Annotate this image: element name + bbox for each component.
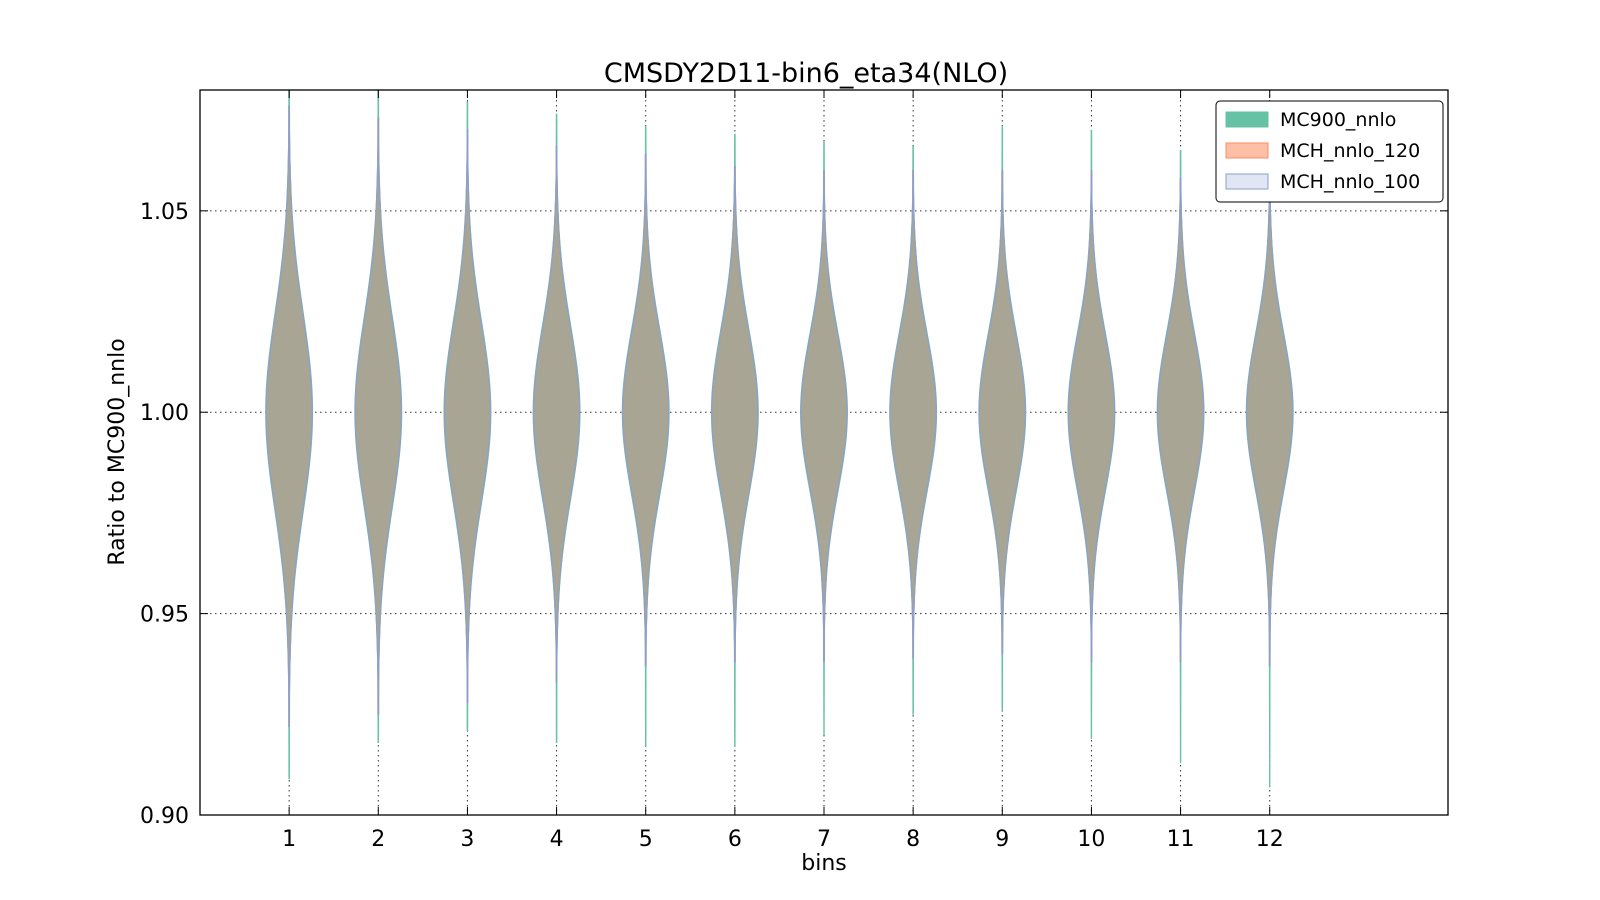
- legend-swatch: [1225, 111, 1269, 128]
- violin-bin-11: [1156, 149, 1205, 764]
- legend-swatch: [1225, 142, 1269, 159]
- legend-label: MCH_nnlo_120: [1280, 140, 1420, 162]
- x-tick-label: 10: [1077, 827, 1105, 852]
- x-tick-label: 9: [995, 827, 1009, 852]
- y-tick-label: 1.00: [140, 401, 189, 426]
- violin-mch-nnlo-100: [1067, 169, 1116, 663]
- violin-mch-nnlo-100: [532, 145, 581, 683]
- y-tick-label: 1.05: [140, 200, 189, 225]
- violin-mch-nnlo-100: [711, 165, 759, 663]
- x-tick-label: 4: [550, 827, 564, 852]
- violin-mch-nnlo-100: [443, 129, 492, 703]
- axis-ticks: 1 2 3 4 5 6 7 8 9 10 11 120.900.951.001.05: [140, 90, 1448, 852]
- x-tick-label: 6: [728, 827, 742, 852]
- x-tick-label: 5: [639, 827, 653, 852]
- x-tick-label: 1: [282, 827, 296, 852]
- violin-bin-3: [443, 101, 492, 731]
- violin-bin-4: [532, 113, 581, 743]
- violin-mch-nnlo-100: [354, 117, 402, 715]
- x-tick-label: 11: [1167, 827, 1195, 852]
- legend-box: [1215, 100, 1444, 203]
- violin-mch-nnlo-100: [889, 169, 937, 659]
- violin-bin-6: [710, 133, 759, 748]
- x-tick-label: 12: [1256, 827, 1284, 852]
- y-axis-label: Ratio to MC900_nnlo: [105, 338, 130, 565]
- violin-bin-5: [621, 125, 670, 748]
- violin-mch-nnlo-100: [622, 153, 670, 667]
- y-tick-label: 0.95: [140, 603, 189, 628]
- legend-swatch: [1225, 173, 1269, 190]
- chart-title: CMSDY2D11-bin6_eta34(NLO): [604, 58, 1008, 89]
- violin-bin-10: [1067, 129, 1116, 739]
- violin-bin-1: [265, 89, 314, 780]
- x-tick-label: 3: [460, 827, 474, 852]
- violin-bin-12: [1245, 157, 1294, 788]
- legend-label: MCH_nnlo_100: [1280, 171, 1420, 193]
- violin-bin-9: [978, 125, 1027, 711]
- x-tick-label: 2: [371, 827, 385, 852]
- x-tick-label: 7: [817, 827, 831, 852]
- violin-bin-7: [800, 141, 848, 735]
- y-tick-label: 0.90: [140, 804, 189, 829]
- violin-bin-8: [889, 145, 938, 715]
- violins: [265, 89, 1294, 788]
- violin-mch-nnlo-100: [800, 169, 848, 663]
- violin-mch-nnlo-100: [1246, 182, 1294, 667]
- x-axis-label: bins: [801, 851, 846, 876]
- violin-mch-nnlo-100: [978, 169, 1026, 655]
- legend: MC900_nnlo MCH_nnlo_120 MCH_nnlo_100: [1215, 100, 1444, 203]
- violin-mch-nnlo-100: [265, 105, 313, 727]
- violin-mch-nnlo-100: [1156, 178, 1205, 663]
- x-tick-label: 8: [906, 827, 920, 852]
- violin-bin-2: [354, 89, 403, 743]
- legend-label: MC900_nnlo: [1280, 109, 1396, 131]
